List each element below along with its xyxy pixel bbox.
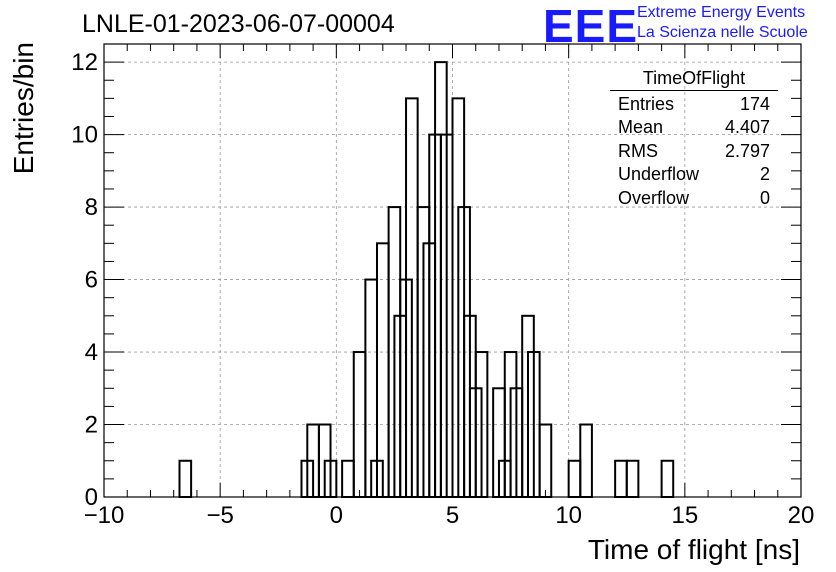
x-tick-label: 0: [330, 502, 343, 529]
y-tick-labels: 0 2 4 6 8 10 12: [71, 49, 98, 511]
x-tick-label: 10: [555, 502, 582, 529]
chart-title: LNLE-01-2023-06-07-00004: [82, 10, 395, 39]
stats-label: RMS: [618, 140, 658, 163]
stats-value: 4.407: [725, 116, 770, 139]
stats-title: TimeOfFlight: [610, 68, 778, 91]
y-axis-label: Entries/bin: [8, 42, 39, 174]
eee-logo: EEE: [543, 0, 638, 53]
logo-text-line2: La Scienza nelle Scuole: [637, 24, 808, 42]
x-tick-label: 20: [788, 502, 815, 529]
y-tick-label: 12: [71, 49, 98, 76]
y-tick-label: 4: [85, 339, 98, 366]
histogram-bin: [627, 461, 639, 497]
stats-label: Mean: [618, 116, 663, 139]
stats-row-entries: Entries 174: [610, 93, 778, 116]
stats-row-overflow: Overflow 0: [610, 187, 778, 210]
stats-row-rms: RMS 2.797: [610, 140, 778, 163]
y-tick-label: 0: [85, 484, 98, 511]
histogram-bin: [540, 425, 552, 497]
stats-label: Underflow: [618, 163, 699, 186]
stats-box: TimeOfFlight Entries 174 Mean 4.407 RMS …: [610, 68, 778, 210]
stats-value: 0: [760, 187, 770, 210]
stats-row-mean: Mean 4.407: [610, 116, 778, 139]
stats-label: Entries: [618, 93, 674, 116]
histogram-bin: [662, 461, 674, 497]
x-tick-label: 5: [446, 502, 459, 529]
x-axis-label: Time of flight [ns]: [588, 534, 800, 565]
histogram-bin: [377, 243, 389, 497]
stats-value: 174: [740, 93, 770, 116]
stats-label: Overflow: [618, 187, 689, 210]
histogram-bin: [580, 425, 592, 497]
histogram-bin: [569, 461, 581, 497]
histogram-bin: [180, 461, 192, 497]
histogram-bars: [180, 62, 674, 497]
x-tick-label: 15: [671, 502, 698, 529]
x-tick-labels: −10 −5 0 5 10 15 20: [84, 502, 815, 529]
stats-value: 2.797: [725, 140, 770, 163]
histogram-bin: [615, 461, 627, 497]
y-tick-label: 8: [85, 194, 98, 221]
y-tick-label: 10: [71, 122, 98, 149]
histogram-bin: [342, 461, 354, 497]
x-tick-label: −5: [206, 502, 233, 529]
y-tick-label: 6: [85, 267, 98, 294]
stats-row-underflow: Underflow 2: [610, 163, 778, 186]
logo-text-line1: Extreme Energy Events: [637, 4, 805, 22]
stats-value: 2: [760, 163, 770, 186]
y-tick-label: 2: [85, 412, 98, 439]
